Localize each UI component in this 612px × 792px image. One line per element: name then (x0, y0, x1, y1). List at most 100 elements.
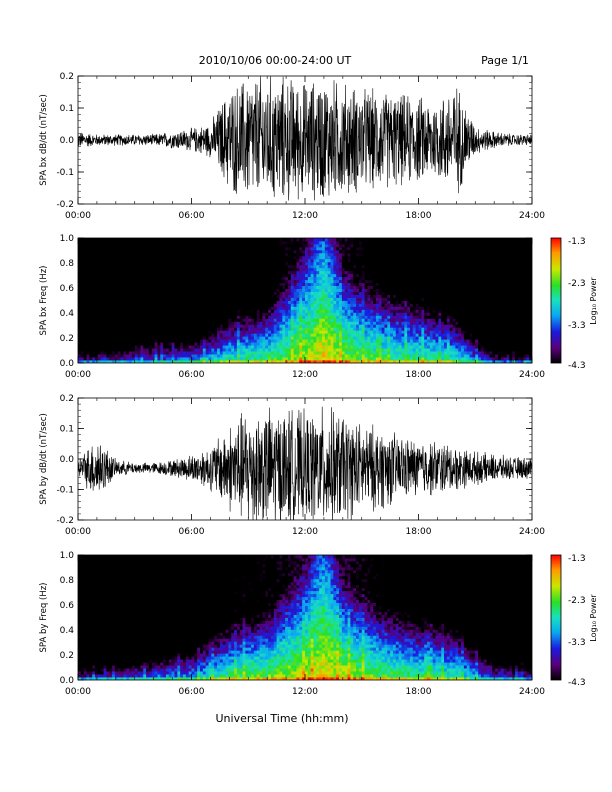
heatmap-cell (404, 258, 408, 263)
heatmap-cell (117, 297, 121, 301)
heatmap-cell (350, 312, 354, 316)
heatmap-cell (395, 321, 400, 325)
heatmap-cell (290, 360, 295, 363)
heatmap-cell (234, 297, 238, 301)
heatmap-cell (112, 303, 116, 307)
heatmap-cell (103, 279, 107, 284)
heatmap-cell (97, 306, 102, 310)
heatmap-cell (146, 258, 150, 263)
heatmap-cell (259, 351, 263, 355)
heatmap-cell (378, 267, 383, 272)
heatmap-cell (279, 238, 283, 242)
heatmap-cell (191, 246, 195, 251)
heatmap-cell (140, 282, 144, 287)
heatmap-cell (248, 267, 252, 272)
heatmap-cell (225, 279, 229, 284)
heatmap-cell (375, 276, 380, 281)
heatmap-cell (171, 267, 175, 272)
heatmap-cell (234, 300, 238, 304)
heatmap-cell (214, 348, 218, 352)
heatmap-cell (381, 276, 385, 281)
heatmap-cell (95, 285, 99, 289)
heatmap-cell (401, 285, 405, 289)
heatmap-cell (358, 309, 363, 313)
heatmap-cell (106, 291, 110, 295)
heatmap-cell (211, 336, 215, 340)
heatmap-cell (341, 294, 346, 298)
heatmap-cell (78, 246, 82, 251)
heatmap-cell (339, 246, 343, 251)
heatmap-cell (114, 273, 119, 278)
heatmap-cell (185, 345, 190, 349)
heatmap-cell (390, 252, 394, 257)
heatmap-cell (137, 330, 141, 334)
heatmap-cell (344, 312, 348, 316)
heatmap-cell (339, 309, 343, 313)
heatmap-cell (109, 339, 113, 343)
heatmap-cell (387, 282, 391, 287)
heatmap-cell (117, 258, 121, 263)
heatmap-cell (112, 261, 116, 266)
heatmap-cell (126, 342, 130, 346)
heatmap-cell (395, 342, 400, 346)
heatmap-cell (126, 261, 130, 266)
heatmap-cell (262, 246, 266, 251)
heatmap-cell (384, 282, 388, 287)
heatmap-cell (168, 327, 173, 331)
heatmap-cell (188, 351, 192, 355)
heatmap-cell (126, 276, 130, 281)
heatmap-cell (265, 342, 269, 346)
heatmap-cell (211, 270, 215, 275)
heatmap-cell (347, 330, 351, 334)
heatmap-cell (333, 252, 337, 257)
heatmap-cell (330, 288, 334, 292)
heatmap-cell (390, 357, 394, 361)
heatmap-cell (387, 327, 391, 331)
heatmap-cell (231, 306, 235, 310)
heatmap-cell (364, 279, 368, 284)
heatmap-cell (319, 261, 323, 266)
heatmap-cell (236, 246, 241, 251)
heatmap-cell (219, 282, 224, 287)
heatmap-cell (100, 321, 104, 325)
heatmap-cell (293, 255, 297, 260)
heatmap-cell (160, 312, 164, 316)
heatmap-cell (217, 300, 221, 304)
heatmap-cell (256, 258, 260, 263)
heatmap-cell (296, 333, 300, 337)
heatmap-cell (401, 300, 405, 304)
heatmap-cell (299, 285, 303, 289)
heatmap-cell (236, 333, 241, 337)
heatmap-cell (234, 238, 238, 242)
heatmap-cell (146, 309, 150, 313)
heatmap-cell (89, 330, 93, 334)
heatmap-cell (157, 300, 161, 304)
heatmap-cell (143, 351, 147, 355)
heatmap-cell (285, 336, 289, 340)
heatmap-cell (160, 345, 164, 349)
heatmap-cell (347, 315, 351, 319)
heatmap-cell (253, 339, 258, 343)
heatmap-cell (217, 333, 221, 337)
heatmap-cell (217, 351, 221, 355)
heatmap-cell (290, 288, 295, 292)
heatmap-cell (293, 324, 297, 328)
heatmap-cell (211, 318, 215, 322)
heatmap-cell (265, 300, 269, 304)
heatmap-cell (86, 285, 90, 289)
heatmap-cell (251, 345, 255, 349)
heatmap-cell (100, 333, 104, 337)
heatmap-cell (219, 243, 224, 248)
heatmap-cell (302, 288, 306, 292)
heatmap-cell (253, 252, 258, 257)
heatmap-cell (211, 282, 215, 287)
heatmap-cell (245, 300, 249, 304)
heatmap-cell (129, 264, 133, 269)
heatmap-cell (319, 294, 323, 298)
heatmap-cell (262, 300, 266, 304)
heatmap-cell (364, 258, 368, 263)
heatmap-cell (392, 240, 397, 245)
heatmap-cell (100, 255, 104, 260)
heatmap-cell (392, 306, 397, 310)
heatmap-cell (234, 330, 238, 334)
